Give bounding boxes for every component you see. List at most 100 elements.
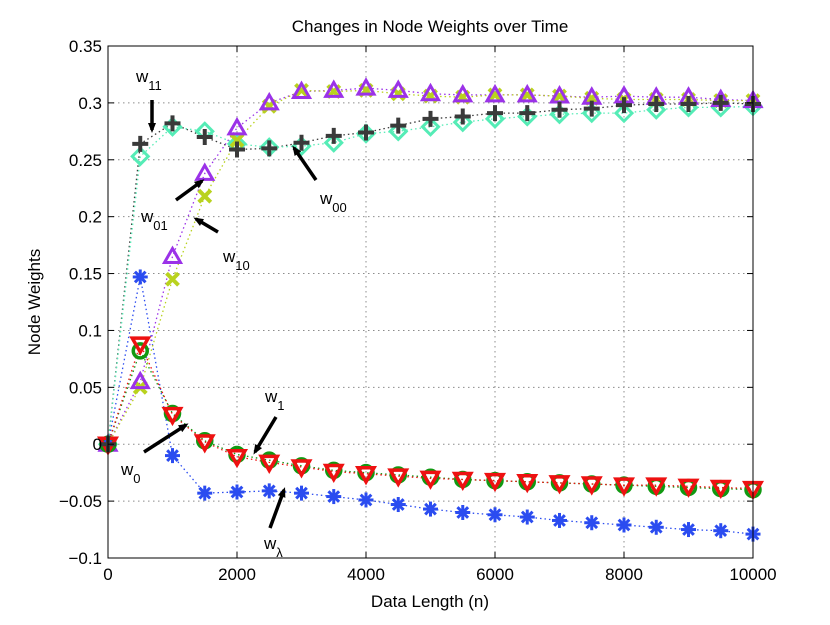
data-point-w_lambda (197, 485, 213, 501)
data-point-w_10 (197, 188, 213, 204)
series-w_00-markers (100, 94, 761, 453)
data-point-w_00 (293, 134, 310, 151)
series-line-w_01 (107, 87, 754, 445)
y-tick-label: −0.05 (59, 492, 102, 511)
data-point-w_01 (129, 370, 151, 390)
data-point-w_lambda (165, 448, 180, 464)
data-point-w_00 (132, 135, 149, 152)
series-line-w_0 (107, 349, 754, 491)
data-point-w_1 (225, 448, 249, 469)
data-point-w_1 (516, 474, 539, 494)
y-axis-title: Node Weights (25, 249, 44, 355)
data-point-w_01 (355, 77, 377, 96)
annotation-w_0: w0 (120, 423, 189, 486)
x-tick-labels: 0 2000 4000 6000 8000 10000 (103, 565, 776, 584)
data-point-w_1 (677, 478, 700, 498)
data-point-w_lambda (487, 507, 503, 523)
data-point-w_lambda (390, 497, 406, 513)
data-point-w_00 (358, 124, 374, 141)
data-point-w_lambda (616, 517, 632, 533)
data-point-w_1 (451, 471, 474, 492)
data-point-w_1 (258, 454, 281, 474)
y-tick-labels: −0.1 −0.05 0 0.05 0.1 0.15 0.2 0.25 0.3 0.35 (59, 37, 102, 568)
x-tick-label: 8000 (605, 565, 643, 584)
data-point-w_00 (325, 127, 342, 144)
data-point-w_00 (712, 94, 729, 111)
data-point-w_10 (165, 271, 180, 287)
annotation-w_01: w01 (140, 179, 205, 233)
y-tick-label: 0.15 (69, 265, 102, 284)
data-point-w_01 (226, 116, 248, 136)
data-point-w_1 (354, 466, 378, 486)
y-tick-label: 0 (93, 435, 102, 454)
data-point-w_lambda (294, 485, 309, 501)
data-point-w_00 (422, 110, 439, 127)
series-w_1-markers (96, 336, 765, 501)
data-point-w_11 (420, 116, 441, 137)
data-point-w_00 (196, 129, 213, 146)
data-point-w_lambda (261, 483, 277, 499)
data-point-w_1 (322, 463, 345, 484)
data-point-w_11 (646, 99, 667, 120)
data-point-w_1 (645, 477, 668, 497)
annotation-label: w11 (135, 67, 162, 93)
annotation-label: w10 (222, 247, 250, 273)
series-line-w_1 (107, 342, 754, 490)
y-tick-label: 0.2 (78, 208, 102, 227)
data-point-w_lambda (326, 489, 342, 505)
y-tick-label: 0.35 (69, 37, 102, 56)
data-point-w_1 (129, 336, 152, 356)
y-tick-label: 0.1 (78, 321, 102, 340)
data-point-w_lambda (681, 522, 696, 538)
data-point-w_01 (419, 82, 442, 102)
data-point-w_11 (130, 146, 151, 167)
annotation-label: w1 (264, 387, 285, 413)
data-point-w_11 (323, 132, 344, 153)
annotation-label: w00 (319, 189, 347, 215)
data-point-w_1 (612, 477, 636, 497)
annotation-arrow (193, 217, 219, 234)
data-point-w_lambda (584, 515, 600, 531)
annotation-label: w0 (120, 460, 141, 486)
data-point-w_01 (290, 80, 313, 100)
data-point-w_lambda (713, 523, 729, 539)
x-tick-label: 2000 (218, 565, 256, 584)
data-point-w_00 (519, 105, 536, 122)
data-point-w_11 (484, 108, 506, 129)
data-point-w_01 (194, 162, 216, 181)
data-point-w_00 (390, 117, 407, 134)
data-point-w_1 (580, 476, 603, 496)
plot-frame (107, 45, 754, 559)
data-point-w_10 (294, 82, 309, 98)
annotation-arrow (268, 487, 286, 529)
series-markers (96, 77, 765, 542)
data-point-w_lambda (132, 269, 148, 285)
annotation-label: wλ (263, 534, 283, 560)
annotation-label: w01 (140, 207, 168, 233)
y-tick-label: 0.25 (69, 151, 102, 170)
annotation-w_lambda: wλ (263, 487, 286, 560)
data-point-w_00 (648, 96, 665, 113)
annotation-arrow (292, 145, 318, 181)
data-point-w_lambda (229, 484, 245, 500)
x-tick-label: 6000 (476, 565, 514, 584)
y-tick-label: 0.05 (69, 378, 102, 397)
chart-title: Changes in Node Weights over Time (292, 17, 569, 36)
data-point-w_lambda (552, 512, 567, 528)
data-point-w_00 (583, 100, 600, 117)
annotation-w_1: w1 (253, 387, 285, 455)
x-tick-label: 10000 (729, 565, 776, 584)
data-point-w_lambda (455, 504, 471, 520)
axis-ticks (107, 45, 754, 559)
data-point-w_01 (452, 83, 474, 103)
data-point-w_00 (164, 115, 181, 132)
data-point-w_11 (613, 103, 635, 124)
series-line-w_10 (107, 89, 753, 445)
data-point-w_10 (229, 133, 245, 148)
data-point-w_1 (387, 468, 410, 488)
data-point-w_00 (551, 101, 568, 118)
x-axis-title: Data Length (n) (371, 592, 489, 611)
data-point-w_1 (709, 479, 732, 499)
series-lines (107, 87, 754, 535)
data-point-w_01 (516, 83, 538, 103)
